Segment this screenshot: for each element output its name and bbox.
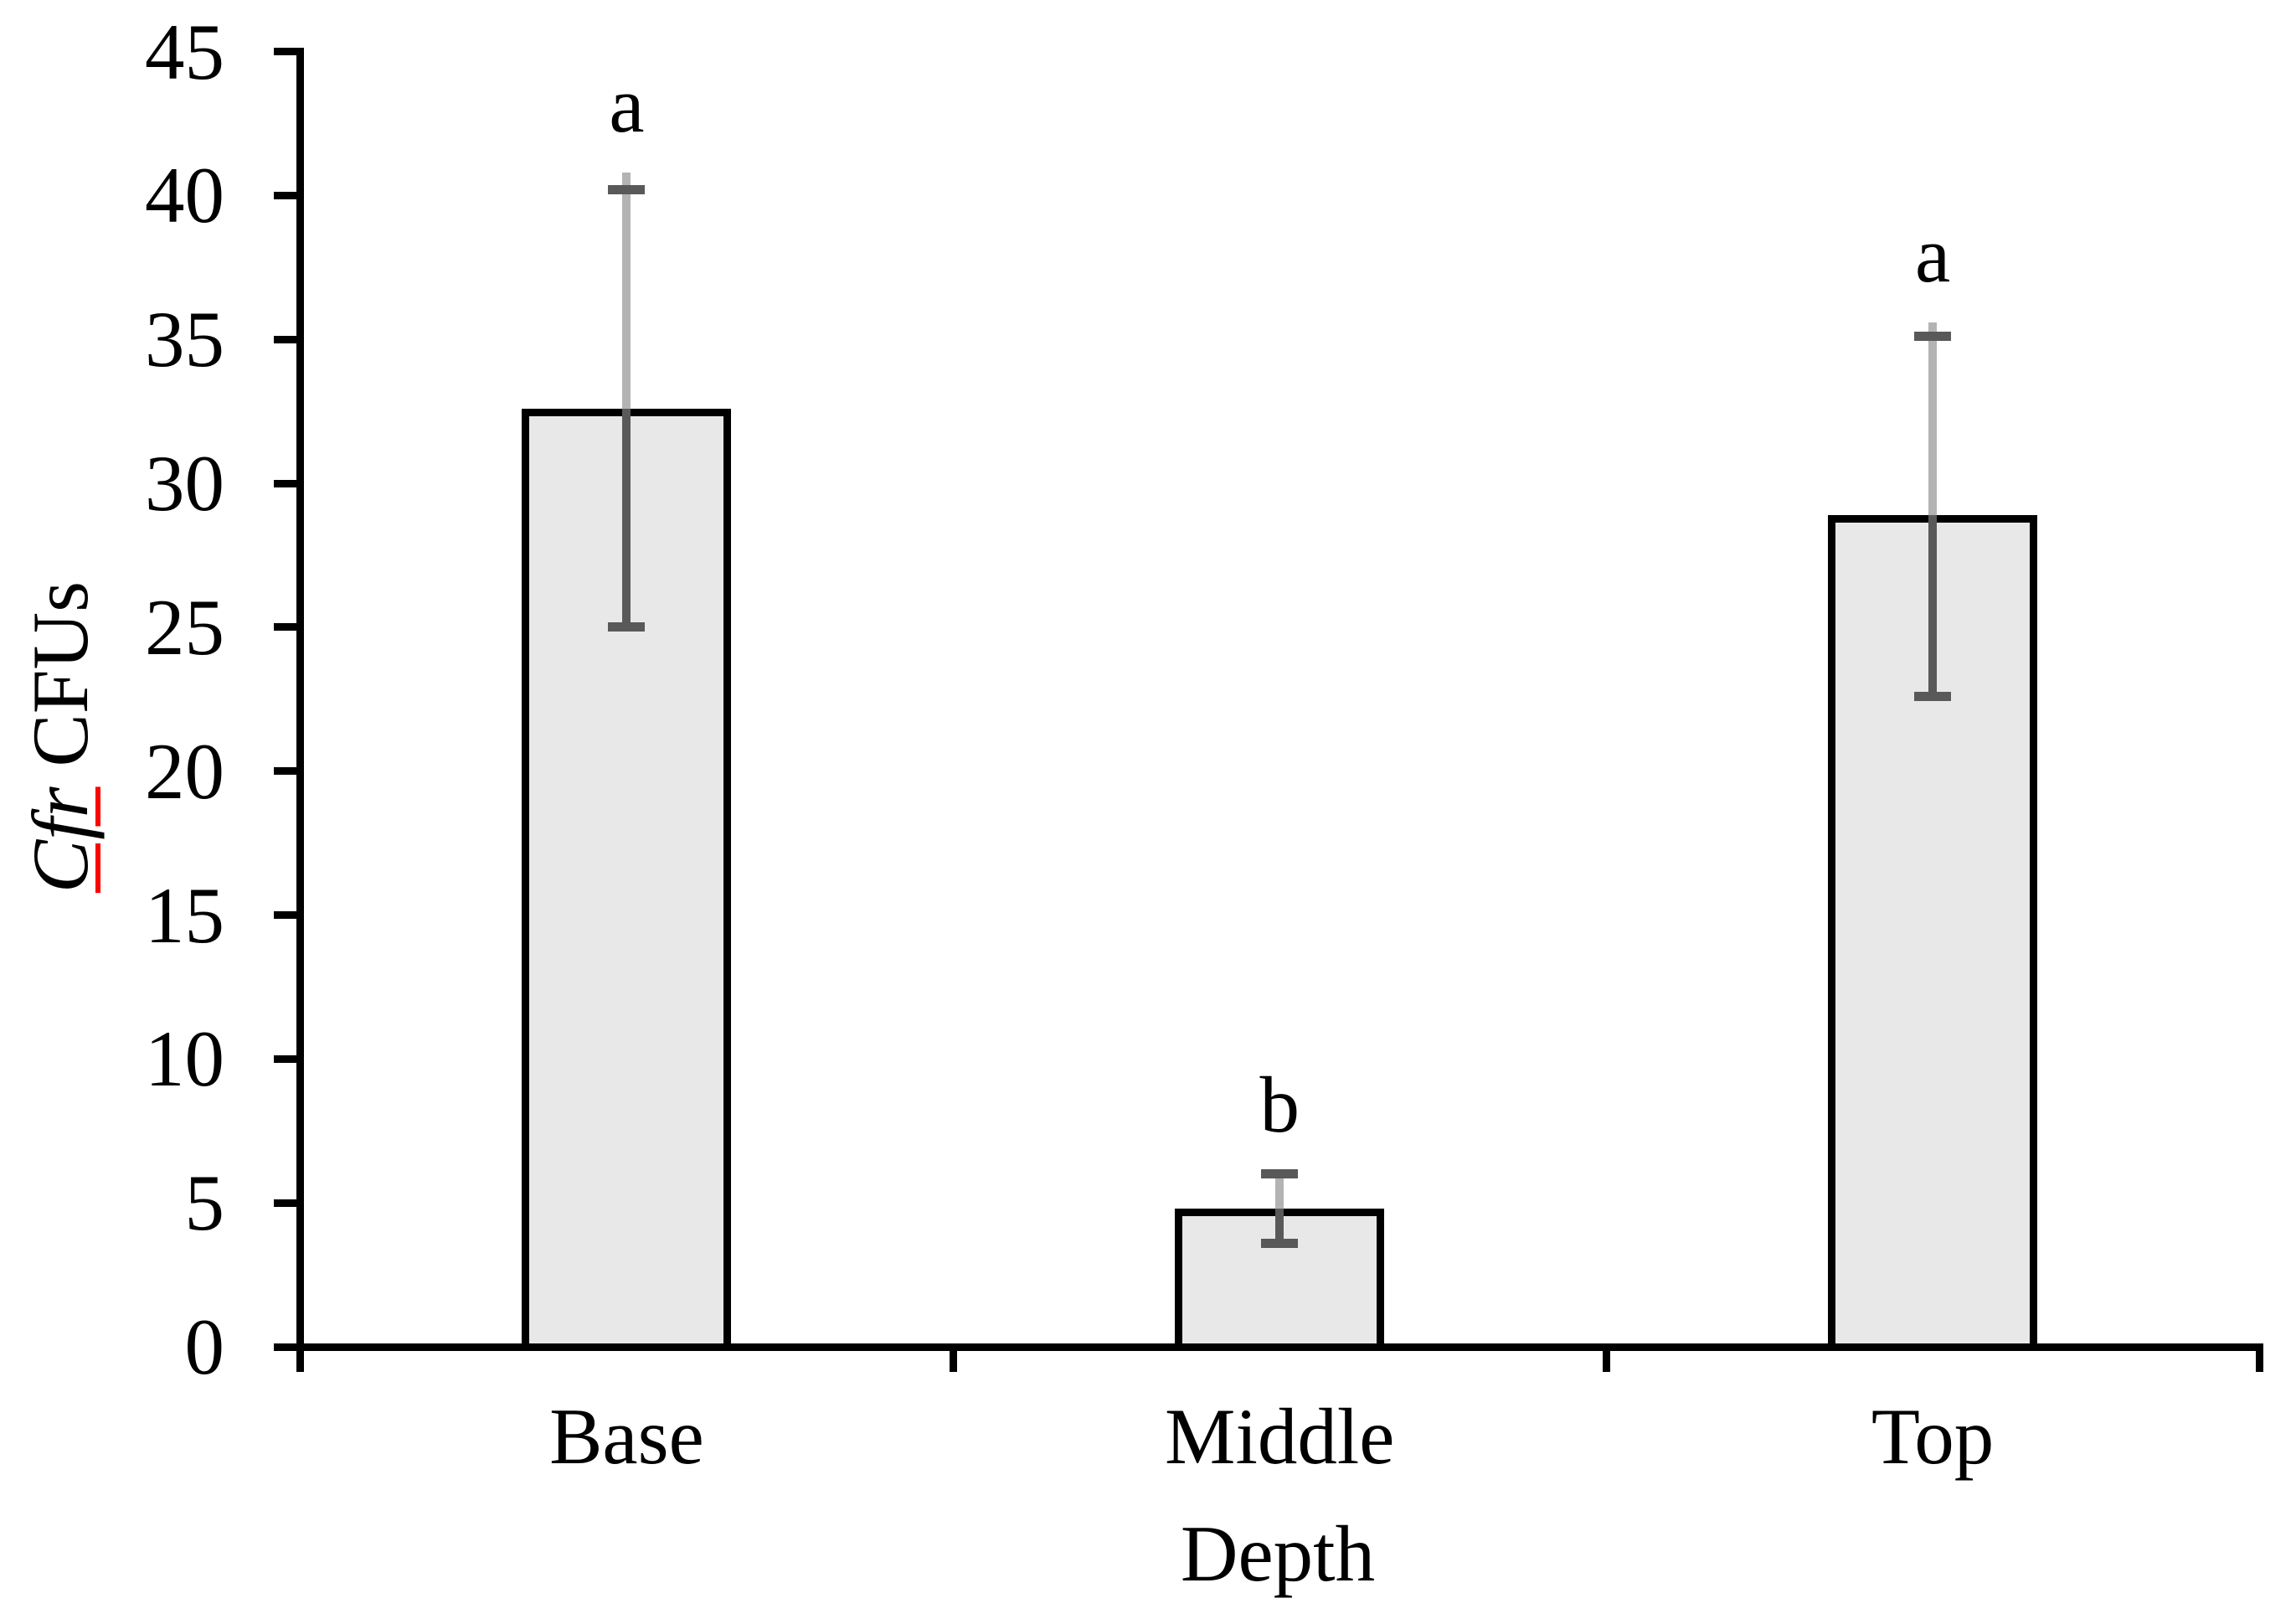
y-tick-label-45: 45 bbox=[145, 7, 224, 96]
y-tick-label-5: 5 bbox=[184, 1158, 225, 1248]
y-tick-label-25: 25 bbox=[145, 582, 224, 672]
x-category-label-base: Base bbox=[549, 1392, 704, 1481]
y-tick-label-30: 30 bbox=[145, 439, 224, 528]
x-category-label-top: Top bbox=[1871, 1392, 1995, 1481]
x-tick-mark-2 bbox=[1602, 1343, 1610, 1372]
y-tick-label-40: 40 bbox=[145, 151, 224, 240]
y-tick-mark-45 bbox=[274, 48, 304, 55]
error-whisker-upper-top bbox=[1928, 322, 1938, 515]
error-whisker-lower-base bbox=[622, 408, 631, 627]
x-axis-line bbox=[296, 1343, 2263, 1351]
x-tick-mark-3 bbox=[2255, 1343, 2263, 1372]
y-tick-mark-25 bbox=[274, 623, 304, 632]
error-whisker-lower-middle bbox=[1275, 1209, 1284, 1244]
y-tick-label-35: 35 bbox=[145, 295, 224, 384]
error-whisker-lower-top bbox=[1928, 514, 1938, 697]
x-tick-mark-1 bbox=[949, 1343, 957, 1372]
y-tick-mark-20 bbox=[274, 767, 304, 776]
error-cap-upper-top bbox=[1914, 332, 1952, 342]
error-whisker-upper-base bbox=[622, 172, 631, 409]
x-axis-title: Depth bbox=[1180, 1509, 1376, 1598]
y-tick-mark-15 bbox=[274, 911, 304, 919]
y-tick-label-20: 20 bbox=[145, 726, 224, 816]
y-tick-label-15: 15 bbox=[145, 870, 224, 960]
significance-letter-middle: b bbox=[1259, 1060, 1300, 1150]
error-cap-lower-base bbox=[608, 622, 646, 632]
y-tick-mark-35 bbox=[274, 335, 304, 343]
error-cap-lower-top bbox=[1914, 691, 1952, 701]
y-tick-label-0: 0 bbox=[184, 1302, 225, 1391]
y-tick-mark-30 bbox=[274, 479, 304, 487]
error-cap-upper-base bbox=[608, 184, 646, 194]
y-tick-label-10: 10 bbox=[145, 1014, 224, 1104]
y-tick-mark-5 bbox=[274, 1199, 304, 1207]
y-tick-mark-10 bbox=[274, 1054, 304, 1063]
significance-letter-base: a bbox=[609, 59, 645, 149]
significance-letter-top: a bbox=[1914, 209, 1951, 299]
error-cap-upper-middle bbox=[1261, 1169, 1299, 1179]
y-axis-line bbox=[296, 48, 304, 1372]
x-category-label-middle: Middle bbox=[1165, 1392, 1395, 1481]
y-tick-mark-0 bbox=[274, 1343, 304, 1351]
y-tick-mark-40 bbox=[274, 191, 304, 199]
error-cap-lower-middle bbox=[1261, 1238, 1299, 1248]
error-whisker-upper-middle bbox=[1275, 1173, 1284, 1209]
